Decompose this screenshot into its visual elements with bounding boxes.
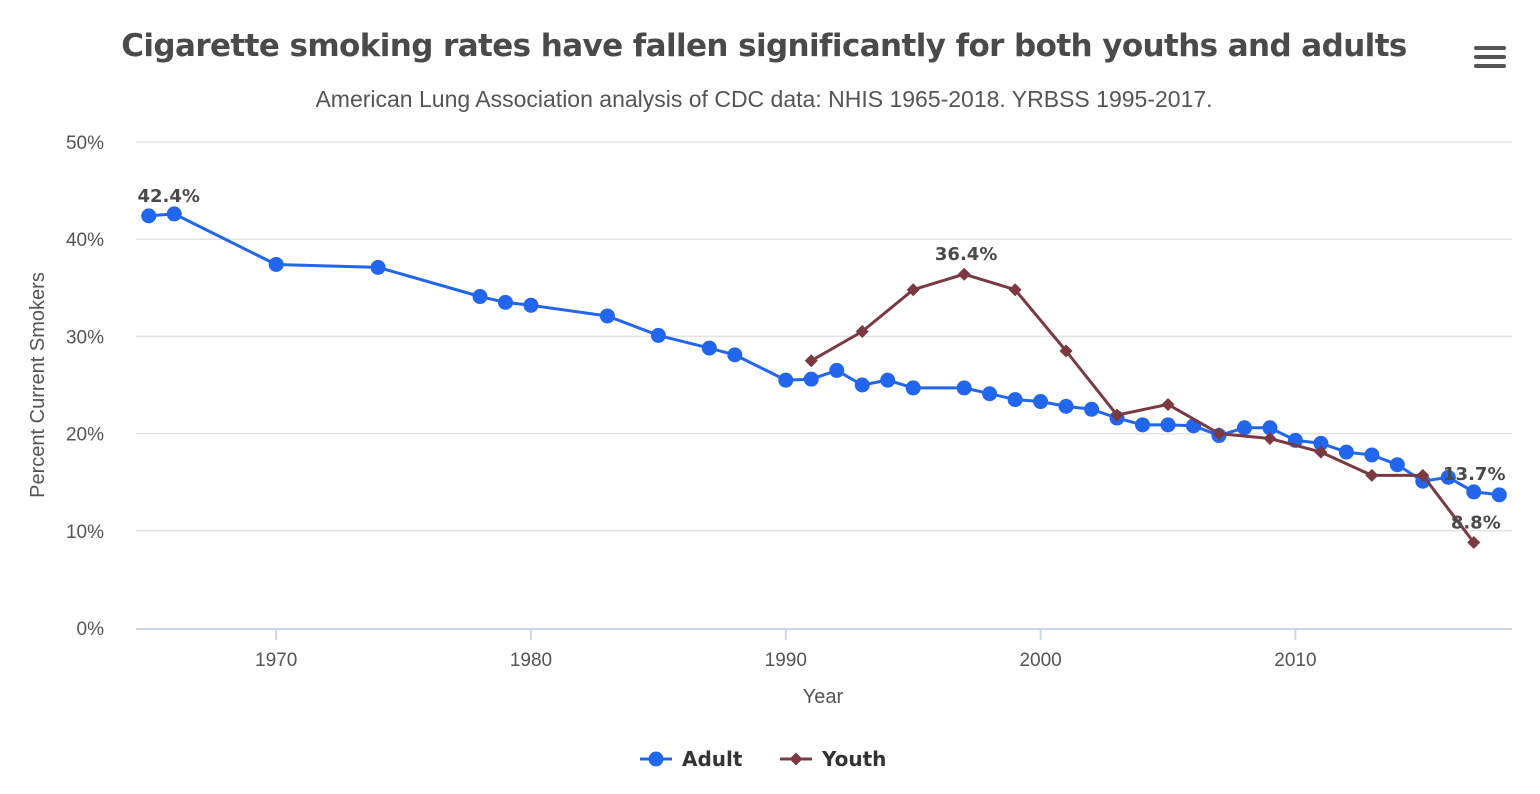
youth-point [804,354,818,368]
youth-point [855,325,869,339]
chart-title: Cigarette smoking rates have fallen sign… [121,28,1407,64]
adult-point [268,256,284,272]
youth-point [1110,408,1124,422]
chart-subtitle: American Lung Association analysis of CD… [315,86,1213,112]
hamburger-menu-icon[interactable] [1468,40,1512,74]
adult-point [1084,401,1100,417]
adult-point [854,377,870,393]
adult-point [1338,444,1354,460]
adult-point [141,208,157,224]
youth-point [1314,445,1328,459]
adult-point [778,372,794,388]
adult-point [1236,420,1252,436]
data-label: 42.4% [138,186,200,207]
x-tick-label: 1970 [255,650,297,671]
y-tick-label: 40% [66,230,104,251]
adult-point [982,386,998,402]
adult-point [1033,394,1049,410]
y-tick-label: 20% [66,425,104,446]
legend-youth-label[interactable]: Youth [821,747,886,771]
x-tick-label: 2000 [1019,650,1061,671]
youth-point [1467,535,1481,549]
adult-point [1364,447,1380,463]
adult-point [880,372,896,388]
youth-series-line [810,272,1475,544]
y-axis-title: Percent Current Smokers [27,272,49,498]
x-tick-label: 1980 [510,650,552,671]
youth-point [1161,397,1175,411]
menu-bar-bottom [1474,64,1506,68]
data-label: 36.4% [935,244,997,265]
adult-point [472,289,488,305]
adult-point [1160,417,1176,433]
adult-point [1466,484,1482,500]
adult-point [166,206,182,222]
adult-point [650,327,666,343]
adult-point [1491,487,1507,503]
adult-point [1058,398,1074,414]
youth-point [957,267,971,281]
legend-youth-marker [789,752,803,766]
adult-point [956,380,972,396]
adult-point [701,340,717,356]
y-tick-label: 10% [66,522,104,543]
youth-point [1263,431,1277,445]
legend-adult-label[interactable]: Adult [682,747,743,771]
legend-adult-marker [648,751,664,767]
y-tick-label: 0% [77,619,105,640]
adult-point [599,308,615,324]
adult-point [905,380,921,396]
youth-point [1416,468,1430,482]
youth-point [1008,283,1022,297]
adult-point [1313,435,1329,451]
y-tick-label: 50% [66,133,104,154]
adult-point [1135,417,1151,433]
youth-point [906,283,920,297]
adult-point [497,294,513,310]
x-tick-label: 2010 [1274,650,1316,671]
menu-bar-middle [1474,55,1506,59]
x-tick-label: 1990 [765,650,807,671]
youth-point [1059,344,1073,358]
menu-bar-top [1474,46,1506,50]
adult-point [370,259,386,275]
adult-point [1440,469,1456,485]
adult-point [803,371,819,387]
y-tick-label: 30% [66,327,104,348]
youth-point [1212,427,1226,441]
data-label: 13.7% [1443,464,1505,485]
adult-point [829,362,845,378]
youth-point [1365,468,1379,482]
data-label: 8.8% [1451,512,1501,533]
adult-point [1389,457,1405,473]
x-axis-title: Year [803,686,844,708]
adult-point [1262,420,1278,436]
adult-point [1007,392,1023,408]
adult-point [727,347,743,363]
adult-point [523,297,539,313]
